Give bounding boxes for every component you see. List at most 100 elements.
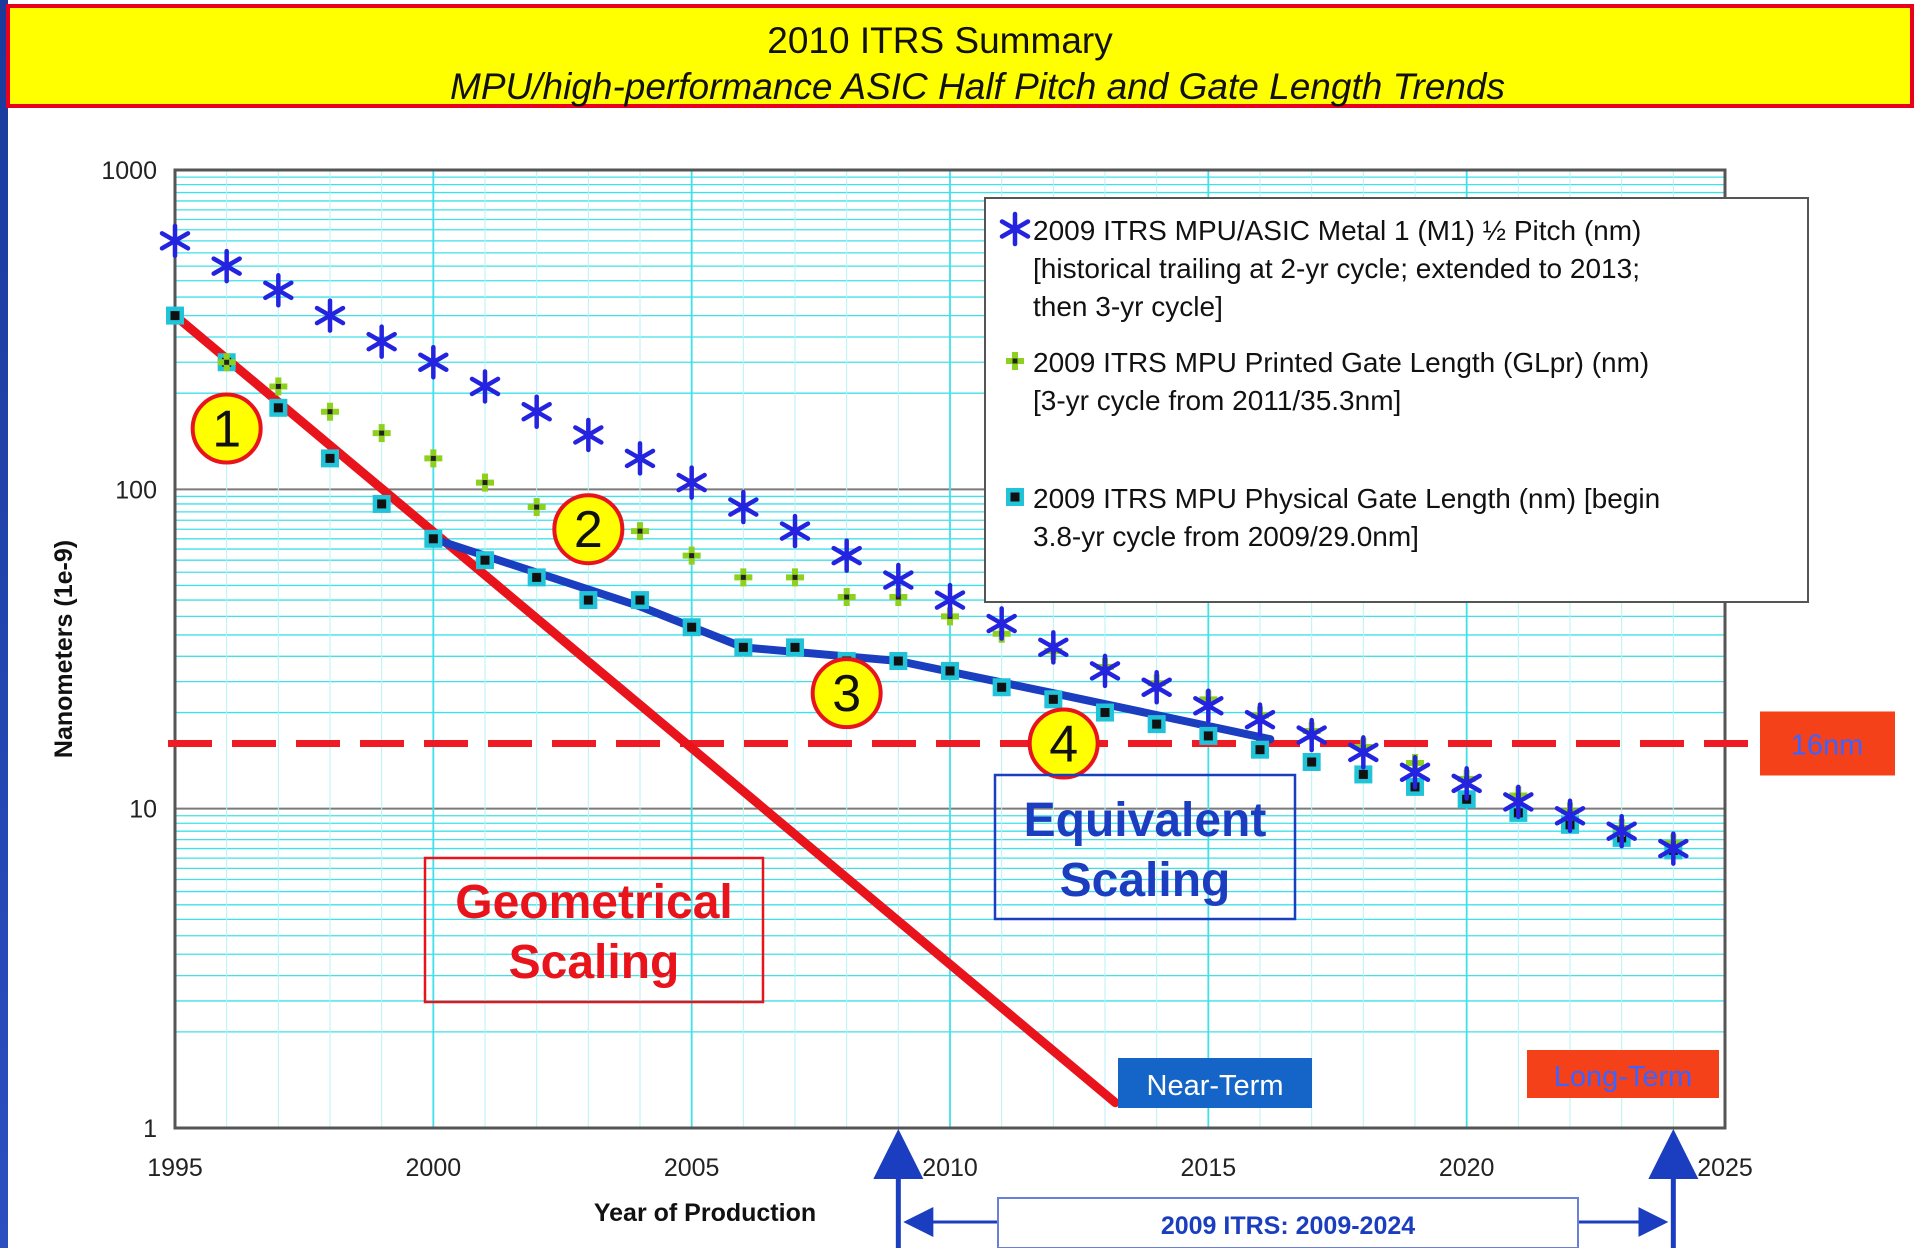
m1-pitch-point (314, 298, 346, 333)
m1-pitch-point (1244, 702, 1276, 737)
printed-gate-point (372, 424, 391, 443)
m1-pitch-point (624, 441, 656, 476)
physical-gate-point (734, 638, 753, 657)
step-circle-2 (552, 493, 625, 566)
slide-left-edge (0, 0, 8, 1248)
physical-gate-point (992, 678, 1011, 697)
reference-label-box (1760, 711, 1895, 776)
legend-entry-3-line-1: 2009 ITRS MPU Physical Gate Length (nm) … (1033, 483, 1660, 514)
physical-gate-point (1096, 703, 1114, 722)
physical-gate-point (1354, 765, 1373, 784)
equivalent-label-line2: Scaling (1060, 854, 1231, 907)
x-tick-label: 1995 (147, 1154, 203, 1182)
m1-pitch-point (521, 394, 552, 429)
physical-gate-point (372, 494, 391, 513)
printed-gate-point (786, 568, 804, 587)
step-number-2: 2 (574, 501, 603, 559)
legend-entry-2-line-1: 2009 ITRS MPU Printed Gate Length (GLpr)… (1033, 347, 1649, 378)
m1-pitch-point (986, 606, 1017, 641)
equivalent-scaling-box (993, 773, 1297, 921)
y-tick-label: 100 (115, 476, 157, 504)
chart-title: 2010 ITRS Summary (767, 20, 1113, 61)
reference-label: 16nm (1791, 729, 1864, 761)
equivalent-label-line1: Equivalent (1024, 794, 1267, 847)
x-tick-label: 2020 (1439, 1154, 1495, 1182)
x-tick-label: 2025 (1697, 1154, 1753, 1182)
step-number-4: 4 (1049, 715, 1078, 773)
x-tick-label: 2000 (406, 1154, 462, 1182)
m1-pitch-point (831, 538, 862, 573)
y-tick-label: 1000 (101, 157, 157, 185)
physical-gate-point (631, 591, 649, 610)
equivalent-scaling-line (429, 534, 1275, 744)
data-series (159, 223, 1689, 866)
legend-entry-1-line-2: [historical trailing at 2-yr cycle; exte… (1033, 253, 1640, 284)
x-tick-label: 2005 (664, 1154, 720, 1182)
m1-pitch-point (779, 513, 811, 549)
printed-gate-point (321, 402, 339, 421)
physical-gate-point (1147, 715, 1166, 734)
span-label: 2009 ITRS: 2009-2024 (1161, 1212, 1415, 1240)
physical-gate-point (321, 449, 339, 468)
physical-gate-point (476, 551, 494, 570)
legend: 2009 ITRS MPU/ASIC Metal 1 (M1) ½ Pitch … (984, 197, 1809, 603)
m1-pitch-point (469, 369, 501, 404)
plot-frame (173, 168, 1727, 1130)
long-term-tag (1527, 1050, 1719, 1098)
m1-pitch-point (1089, 653, 1121, 689)
step-circle-4 (1027, 707, 1100, 780)
m1-pitch-point (934, 582, 966, 618)
physical-gate-point (1251, 740, 1269, 759)
legend-box (984, 197, 1809, 603)
printed-gate-point (1006, 352, 1024, 370)
step-number-3: 3 (832, 665, 861, 723)
m1-pitch-point (1296, 717, 1327, 753)
m1-pitch-point (999, 211, 1031, 247)
plot-axes: 1995 2000 2005 2010 2015 2020 2025 1 10 100 1000 Ye… (50, 157, 1753, 1227)
annotations: 16nm 1 2 3 4 Geometrical Scaling Equivalent Scal… (190, 392, 1895, 1248)
m1-pitch-point (159, 223, 191, 259)
m1-pitch-point (1141, 670, 1172, 705)
trend-lines (168, 311, 1758, 1108)
x-tick-label: 2010 (922, 1154, 978, 1182)
step-circle-3 (810, 657, 883, 730)
physical-gate-point (166, 306, 184, 325)
m1-pitch-point (1503, 784, 1534, 820)
printed-gate-point (837, 588, 856, 607)
m1-pitch-point (366, 324, 397, 359)
printed-gate-point (217, 353, 236, 372)
m1-pitch-point (1658, 831, 1689, 866)
physical-gate-point (424, 529, 443, 548)
m1-pitch-point (1399, 755, 1431, 790)
m1-pitch-point (728, 489, 759, 525)
m1-pitch-point (1193, 688, 1224, 724)
x-tick-label: 2015 (1181, 1154, 1237, 1182)
physical-gate-point (1199, 726, 1218, 745)
geometrical-scaling-line (170, 311, 1120, 1108)
m1-pitch-point (211, 248, 242, 284)
physical-gate-point (889, 652, 908, 671)
legend-entry-2-line-2: [3-yr cycle from 2011/35.3nm] (1033, 385, 1401, 416)
physical-gate-point (682, 618, 701, 637)
physical-gate-point (786, 638, 804, 657)
m1-pitch-point (1451, 766, 1482, 801)
y-axis-label: Nanometers (1e-9) (50, 540, 78, 758)
span-label-box (997, 1197, 1579, 1248)
y-tick-label: 10 (129, 796, 157, 824)
geometrical-label-line1: Geometrical (455, 876, 732, 929)
m1-pitch-point (676, 465, 707, 500)
physical-gate-point (941, 661, 959, 680)
printed-gate-point (734, 568, 753, 587)
printed-gate-point (527, 498, 546, 517)
near-term-tag (1118, 1058, 1312, 1108)
m1-pitch-point (418, 345, 449, 380)
physical-gate-point (1044, 690, 1063, 709)
long-term-label: Long-Term (1554, 1061, 1693, 1093)
y-tick-label: 1 (143, 1115, 157, 1143)
m1-pitch-point (883, 562, 914, 598)
m1-pitch-point (1348, 735, 1379, 770)
printed-gate-point (631, 522, 649, 541)
printed-gate-point (269, 377, 288, 396)
physical-gate-point (527, 568, 546, 587)
